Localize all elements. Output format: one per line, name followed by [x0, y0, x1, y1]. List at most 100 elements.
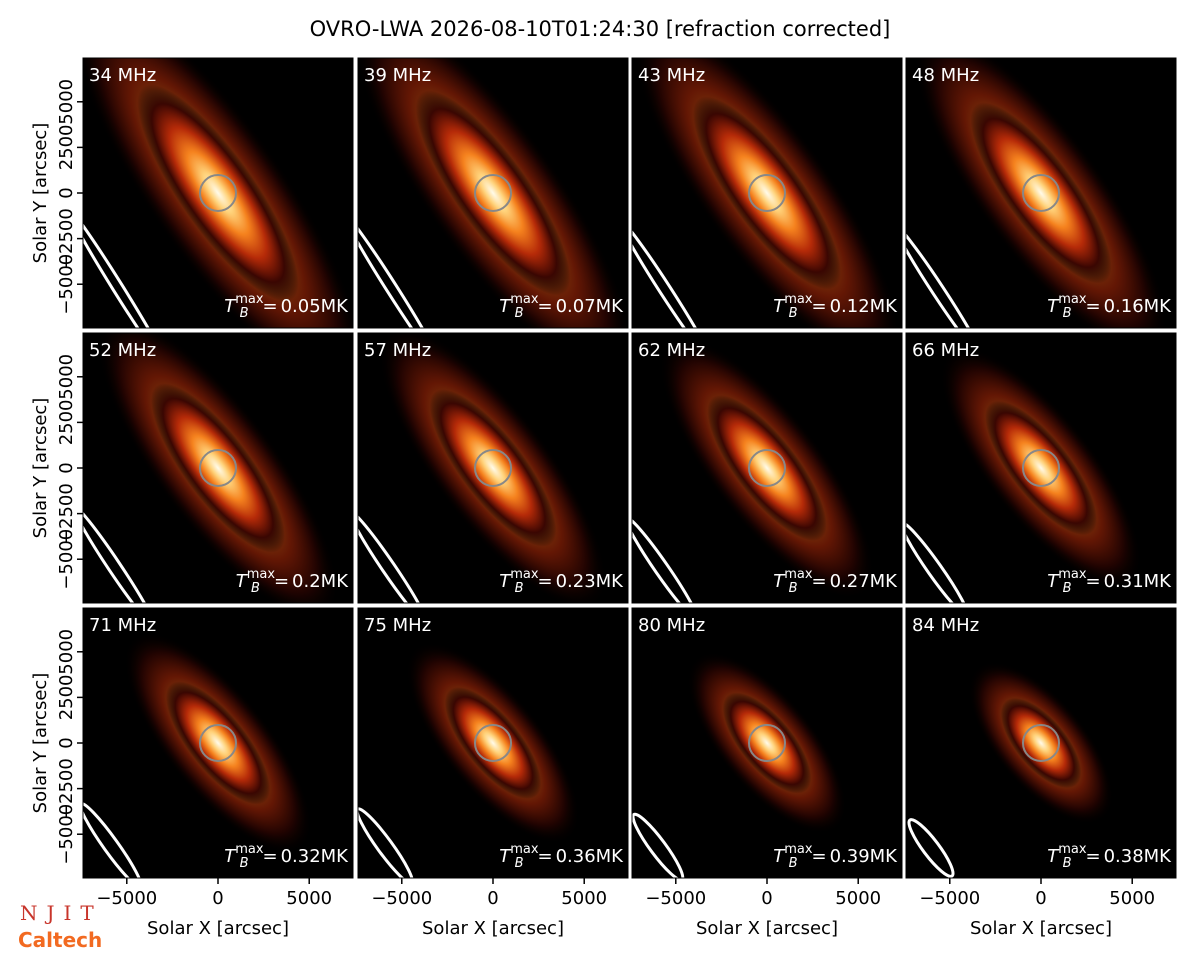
tb-part: B [515, 856, 524, 871]
tb-part: B [789, 581, 798, 596]
tb-part: B [1063, 856, 1072, 871]
logo-njit: NJIT [20, 901, 103, 925]
tb-part: 0.36MK [556, 846, 625, 867]
beam [907, 818, 955, 878]
panel [83, 58, 353, 328]
tb-part: B [789, 306, 798, 321]
tb-part: max [510, 842, 539, 857]
tb-part: T [773, 846, 786, 867]
tb-part: 0.16MK [1104, 296, 1173, 317]
panel-frame [631, 332, 903, 604]
frequency-label: 43 MHz [638, 65, 705, 86]
tb-part: max [235, 842, 264, 857]
tb-part: B [1063, 581, 1072, 596]
tb-max-label: Tmax B = 0.36MK [499, 842, 624, 871]
tb-max-label: Tmax B = 0.16MK [1047, 292, 1172, 321]
beam [358, 807, 415, 878]
y-tick-label: −2500 [56, 208, 77, 269]
frequency-label: 75 MHz [364, 615, 431, 636]
beam [906, 521, 970, 603]
x-axis-label: Solar X [arcsec] [970, 918, 1112, 939]
tb-max-label: Tmax B = 0.27MK [773, 567, 898, 596]
tb-part: T [499, 296, 512, 317]
emission [165, 681, 271, 805]
emission [970, 102, 1112, 284]
tb-part: = [537, 846, 552, 867]
tb-part: T [1047, 296, 1060, 317]
tb-part: 0.32MK [281, 846, 350, 867]
beam [632, 217, 713, 328]
tb-part: = [537, 296, 552, 317]
x-axis-label: Solar X [arcsec] [422, 918, 564, 939]
tb-part: B [789, 856, 798, 871]
frequency-label: 66 MHz [912, 340, 979, 361]
y-axis-label: Solar Y [arcsec] [30, 398, 51, 539]
tb-max-label: Tmax B = 0.38MK [1047, 842, 1172, 871]
tb-part: max [247, 567, 276, 582]
solar-disk [199, 724, 237, 762]
emission [429, 389, 557, 547]
frequency-label: 57 MHz [364, 340, 431, 361]
tb-part: B [240, 856, 249, 871]
y-tick-label: −5000 [56, 529, 77, 590]
emission [722, 692, 812, 794]
tb-part: B [515, 306, 524, 321]
tb-part: B [251, 581, 260, 596]
tb-part: = [537, 571, 552, 592]
tb-part: = [262, 296, 277, 317]
y-tick-label: 2500 [56, 399, 77, 445]
y-tick-label: −5000 [56, 254, 77, 315]
x-tick-label: −5000 [96, 888, 157, 909]
y-tick-label: 0 [56, 462, 77, 473]
tb-part: T [236, 571, 249, 592]
solar-disk [199, 449, 237, 487]
tb-part: T [773, 571, 786, 592]
tb-part: 0.12MK [830, 296, 899, 317]
beam [632, 812, 685, 878]
emission [137, 84, 299, 302]
tb-max-label: Tmax B = 0.12MK [773, 292, 898, 321]
tb-part: max [1058, 292, 1087, 307]
tb-part: 0.07MK [556, 296, 625, 317]
y-tick-label: 0 [56, 737, 77, 748]
x-tick-label: −5000 [645, 888, 706, 909]
tb-part: = [811, 846, 826, 867]
solar-disk [1022, 449, 1060, 487]
tb-max-label: Tmax B = 0.31MK [1047, 567, 1172, 596]
y-tick-label: 2500 [56, 124, 77, 170]
panel [906, 333, 1176, 603]
y-tick-label: −5000 [56, 804, 77, 865]
tb-max-label: Tmax B = 0.2MK [236, 567, 350, 596]
tb-part: 0.27MK [830, 571, 899, 592]
x-tick-label: 5000 [835, 888, 881, 909]
tb-part: = [274, 571, 289, 592]
y-tick-label: −2500 [56, 483, 77, 544]
beam [83, 504, 157, 603]
x-tick-label: −5000 [371, 888, 432, 909]
emission [1000, 697, 1082, 789]
tb-part: 0.05MK [281, 296, 350, 317]
panel [632, 58, 902, 328]
tb-part: max [235, 292, 264, 307]
tb-part: T [499, 571, 512, 592]
beam [83, 205, 171, 328]
tb-part: max [784, 842, 813, 857]
tb-part: 0.31MK [1104, 571, 1173, 592]
y-tick-label: 5000 [56, 354, 77, 400]
frequency-label: 39 MHz [364, 65, 431, 86]
solar-disk [1022, 174, 1060, 212]
x-axis-label: Solar X [arcsec] [147, 918, 289, 939]
panel-frame [357, 332, 629, 604]
emission [415, 90, 571, 296]
tb-part: T [1047, 571, 1060, 592]
panel [358, 333, 628, 603]
frequency-label: 62 MHz [638, 340, 705, 361]
tb-part: max [510, 567, 539, 582]
solar-disk [1022, 724, 1060, 762]
tb-max-label: Tmax B = 0.07MK [499, 292, 624, 321]
tb-part: max [784, 292, 813, 307]
y-tick-label: 5000 [56, 629, 77, 675]
panel-frame [357, 57, 629, 329]
y-tick-label: −2500 [56, 758, 77, 819]
